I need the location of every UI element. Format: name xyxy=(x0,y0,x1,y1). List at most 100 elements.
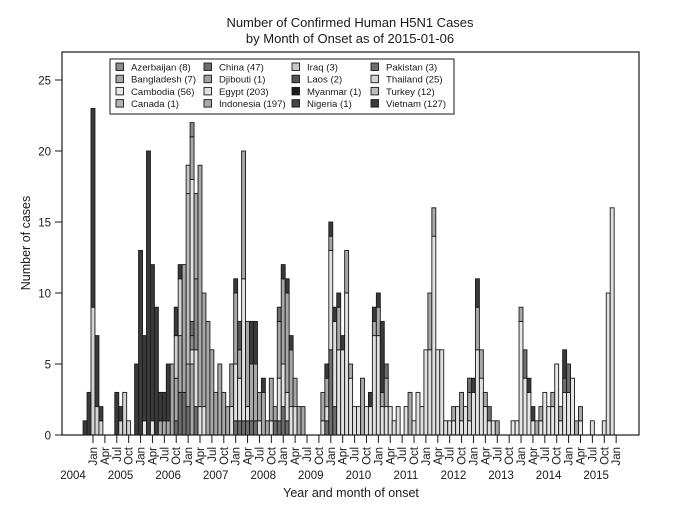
bar-segment-2009-01-0 xyxy=(328,349,334,436)
bar-segment-2005-08-0 xyxy=(165,420,171,436)
bar-segment-2013-04-1 xyxy=(530,406,536,422)
bar-segment-2007-12-0 xyxy=(276,420,282,436)
bar-segment-2009-03-0 xyxy=(336,349,342,436)
legend-label: China (47) xyxy=(219,63,264,74)
bar-segment-2007-04-0 xyxy=(245,420,250,436)
bar-segment-2008-04-1 xyxy=(292,377,298,408)
legend-swatch xyxy=(291,86,300,96)
bar-segment-2003-12-0 xyxy=(86,391,92,436)
bar-segment-2007-07-0 xyxy=(257,420,262,436)
year-label-2013: 2013 xyxy=(488,470,514,482)
x-tick-label-jan: Jan xyxy=(516,447,528,466)
bar-segment-2007-11-0 xyxy=(272,420,278,436)
bar-segment-2007-08-0 xyxy=(260,391,266,436)
bar-segment-2013-06-1 xyxy=(538,406,544,422)
bar-segment-2007-12-2 xyxy=(276,320,282,379)
bar-segment-2014-04-0 xyxy=(578,420,583,436)
x-tick-label-jul: Jul xyxy=(397,447,409,462)
legend-label: Iraq (3) xyxy=(307,63,338,74)
year-label-2005: 2005 xyxy=(108,470,134,482)
bar-segment-2013-12-2 xyxy=(562,349,568,379)
bar-segment-2014-01-1 xyxy=(566,363,572,393)
bar-segment-2006-01-1 xyxy=(185,363,191,408)
x-tick-label-jan: Jan xyxy=(278,447,290,466)
bar-segment-2005-04-0 xyxy=(149,420,155,436)
x-tick-label-oct: Oct xyxy=(504,446,516,465)
bar-segment-2009-02-0 xyxy=(332,406,338,436)
bar-segment-2010-03-1 xyxy=(383,377,389,408)
bar-segment-2007-03-0 xyxy=(241,420,247,436)
bar-segment-2006-02-6 xyxy=(189,122,195,138)
legend-label: Laos (2) xyxy=(307,75,342,86)
bar-segment-2005-09-0 xyxy=(169,363,175,436)
bar-segment-2012-01-0 xyxy=(471,391,476,436)
bar-segment-2010-10-0 xyxy=(411,420,417,436)
legend-swatch xyxy=(291,74,300,84)
bar-segment-2013-02-1 xyxy=(522,349,528,379)
bar-segment-2008-01-2 xyxy=(280,278,286,365)
bar-segment-2006-03-3 xyxy=(193,193,199,280)
bar-segment-2011-07-0 xyxy=(447,420,453,436)
x-tick-label-oct: Oct xyxy=(266,446,278,465)
bar-segment-2007-09-0 xyxy=(264,420,270,436)
legend-box xyxy=(109,58,455,115)
year-label-2010: 2010 xyxy=(346,470,372,482)
bar-segment-2011-01-0 xyxy=(423,349,429,436)
bar-segment-2007-04-1 xyxy=(245,406,250,422)
legend-swatch xyxy=(203,86,212,96)
year-label-2011: 2011 xyxy=(394,470,419,482)
legend-label: Djibouti (1) xyxy=(219,75,265,86)
bar-segment-2005-06-1 xyxy=(157,391,163,422)
bar-segment-2013-09-0 xyxy=(550,406,556,436)
x-tick-label-jan: Jan xyxy=(611,447,623,466)
bar-segment-2005-10-3 xyxy=(173,306,179,337)
x-tick-label-oct: Oct xyxy=(219,446,231,465)
x-tick-label-jan: Jan xyxy=(231,447,243,466)
x-tick-label-apr: Apr xyxy=(290,447,302,465)
bar-segment-2011-10-0 xyxy=(459,420,464,436)
bar-segment-2007-11-1 xyxy=(272,406,278,422)
bar-segment-2010-09-0 xyxy=(407,391,413,436)
bar-segment-2006-02-5 xyxy=(189,136,195,180)
bar-segment-2004-07-0 xyxy=(114,391,120,436)
bar-segment-2010-11-0 xyxy=(415,391,421,436)
chart-title: Number of Confirmed Human H5N1 Cases xyxy=(226,15,474,30)
bar-segment-2007-06-2 xyxy=(253,320,258,365)
legend-label: Pakistan (3) xyxy=(386,63,437,74)
bar-segment-2011-08-1 xyxy=(451,406,457,422)
bar-segment-2008-03-2 xyxy=(288,335,294,351)
bar-segment-2007-07-1 xyxy=(257,391,262,422)
bar-segment-2013-03-0 xyxy=(526,391,532,436)
bar-segment-2013-06-0 xyxy=(538,420,544,436)
bar-segment-2010-04-0 xyxy=(387,406,393,436)
bar-segment-2006-02-2 xyxy=(189,335,195,351)
year-label-2004: 2004 xyxy=(60,470,86,482)
bar-segment-2005-10-1 xyxy=(173,377,179,422)
legend-swatch xyxy=(291,62,300,71)
legend-label: Vietnam (127) xyxy=(386,99,446,110)
bar-segment-2004-12-0 xyxy=(134,363,140,436)
bar-segment-2008-11-1 xyxy=(320,391,326,422)
bar-segment-2007-06-0 xyxy=(253,420,258,436)
bar-segment-2014-02-0 xyxy=(570,377,575,436)
bar-segment-2011-03-1 xyxy=(431,207,437,237)
bar-segment-2004-08-1 xyxy=(118,406,124,422)
x-tick-label-jan: Jan xyxy=(183,447,195,466)
bar-segment-2006-04-0 xyxy=(197,406,203,436)
bar-segment-2013-10-0 xyxy=(554,363,560,436)
legend-swatch xyxy=(203,62,212,71)
bar-segment-2006-02-1 xyxy=(189,349,195,365)
bar-segment-2006-06-0 xyxy=(205,320,211,436)
legend-label: Canada (1) xyxy=(131,99,179,110)
x-tick-label-apr: Apr xyxy=(243,447,255,465)
bar-segment-2014-10-0 xyxy=(601,420,607,436)
bar-segment-2014-04-1 xyxy=(578,406,583,422)
x-tick-label-jul: Jul xyxy=(445,447,457,462)
bar-segment-2009-05-1 xyxy=(344,249,350,294)
bar-segment-2008-03-1 xyxy=(288,349,294,408)
bar-segment-2008-06-0 xyxy=(300,406,306,436)
x-tick-label-jan: Jan xyxy=(88,447,100,466)
bar-segment-2012-01-1 xyxy=(471,377,476,393)
bar-segment-2009-11-1 xyxy=(367,391,373,408)
bar-segment-2007-01-2 xyxy=(233,292,239,365)
